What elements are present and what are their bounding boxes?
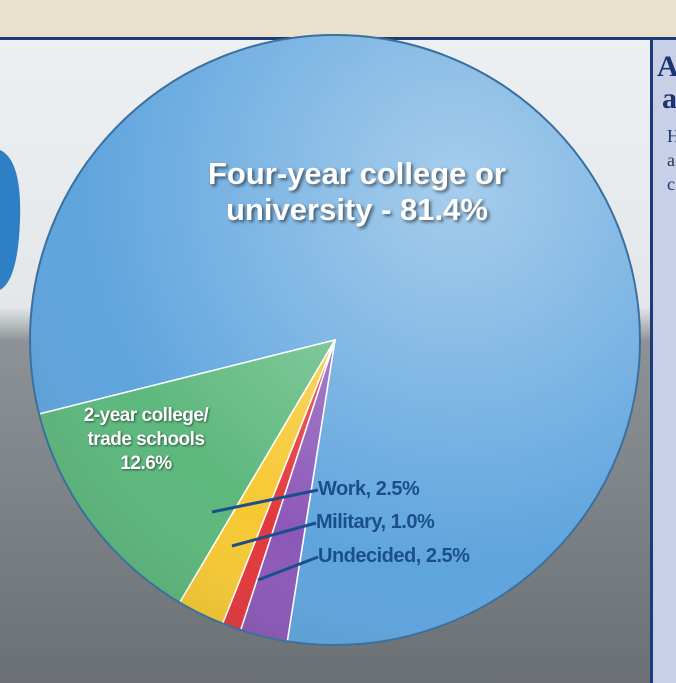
decoration xyxy=(0,150,21,290)
sidebar-heading: a xyxy=(662,82,676,115)
data-label: Undecided, 2.5% xyxy=(318,545,470,567)
data-label: 2-year college/ trade schools 12.6% xyxy=(83,405,209,474)
sidebar-text: H xyxy=(667,126,676,146)
sidebar-heading: A xyxy=(657,50,676,83)
sidebar-rule xyxy=(650,40,653,683)
leader-line xyxy=(257,555,319,582)
sidebar-text: a xyxy=(667,150,675,170)
data-label: Military, 1.0% xyxy=(316,511,435,533)
top-bar xyxy=(0,0,676,38)
pie xyxy=(29,34,641,646)
leaders xyxy=(211,488,319,582)
leader-line xyxy=(231,521,317,548)
sidebar-panel xyxy=(650,40,676,683)
data-label: Work, 2.5% xyxy=(318,478,420,500)
leader-line xyxy=(211,488,319,514)
data-label: Four-year college or university - 81.4% xyxy=(207,156,507,227)
sidebar-text: c xyxy=(667,174,675,194)
pie-shade xyxy=(29,34,641,646)
